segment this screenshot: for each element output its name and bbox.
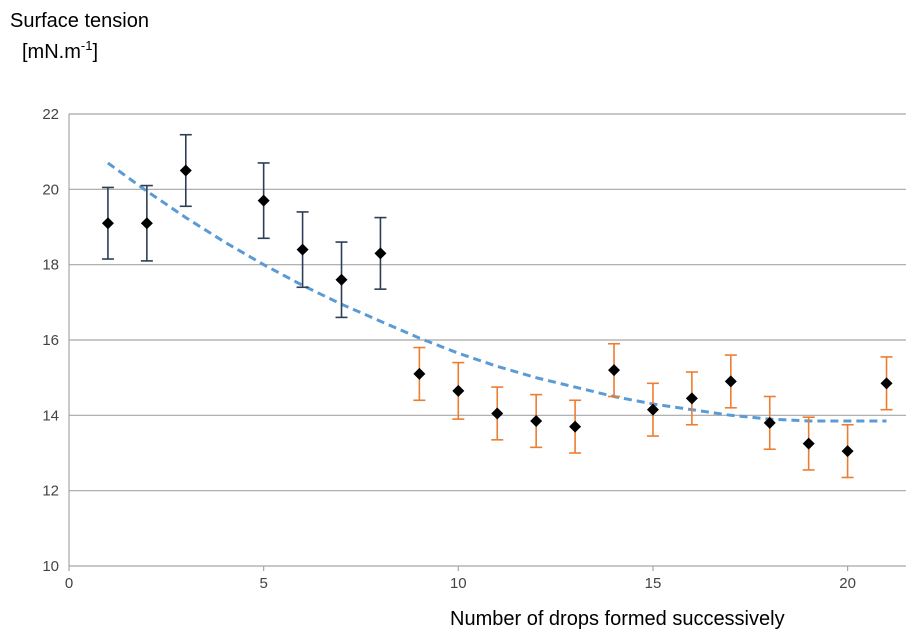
data-markers bbox=[101, 164, 893, 458]
data-point-marker bbox=[608, 364, 621, 377]
data-point-marker bbox=[452, 384, 465, 397]
y-tick-label: 14 bbox=[42, 407, 59, 424]
x-tick-label: 5 bbox=[259, 575, 267, 592]
data-point-marker bbox=[802, 437, 815, 450]
trendline bbox=[107, 161, 887, 423]
data-point-marker bbox=[685, 392, 698, 405]
y-axis-label-line2: [mN.m-1] bbox=[22, 38, 98, 63]
data-point-marker bbox=[257, 194, 270, 207]
data-point-marker bbox=[491, 407, 504, 420]
data-point-marker bbox=[374, 247, 387, 260]
y-tick-label: 16 bbox=[42, 332, 59, 349]
gridlines bbox=[69, 113, 906, 492]
axes bbox=[68, 114, 906, 571]
data-point-marker bbox=[296, 243, 309, 256]
x-tick-label: 15 bbox=[645, 575, 662, 592]
data-point-marker bbox=[530, 414, 543, 427]
y-tick-label: 12 bbox=[42, 483, 59, 500]
trendline-path bbox=[107, 161, 887, 423]
y-tick-label: 10 bbox=[42, 558, 59, 575]
data-point-marker bbox=[569, 420, 582, 433]
y-axis-unit: [mN.m bbox=[22, 41, 81, 63]
y-axis-unit-close: ] bbox=[92, 41, 98, 63]
x-axis-label: Number of drops formed successively bbox=[450, 608, 785, 630]
data-point-marker bbox=[724, 375, 737, 388]
data-point-marker bbox=[140, 217, 153, 230]
x-tick-label: 0 bbox=[65, 575, 73, 592]
data-point-marker bbox=[880, 377, 893, 390]
data-point-marker bbox=[841, 445, 854, 458]
y-tick-label: 22 bbox=[42, 106, 59, 123]
y-tick-label: 18 bbox=[42, 257, 59, 274]
y-tick-label: 20 bbox=[42, 181, 59, 198]
data-point-marker bbox=[413, 367, 426, 380]
y-axis-unit-exponent: -1 bbox=[81, 38, 93, 53]
data-point-marker bbox=[763, 416, 776, 429]
x-tick-label: 10 bbox=[450, 575, 467, 592]
x-tick-label: 20 bbox=[839, 575, 856, 592]
data-point-marker bbox=[646, 403, 659, 416]
y-axis-label-line1: Surface tension bbox=[10, 10, 149, 32]
error-bars bbox=[101, 133, 893, 479]
tick-labels: 10 12 14 16 18 20 22 0 5 10 15 20 bbox=[42, 106, 856, 592]
data-point-marker bbox=[101, 217, 114, 230]
data-point-marker bbox=[335, 273, 348, 286]
data-point-marker bbox=[179, 164, 192, 177]
